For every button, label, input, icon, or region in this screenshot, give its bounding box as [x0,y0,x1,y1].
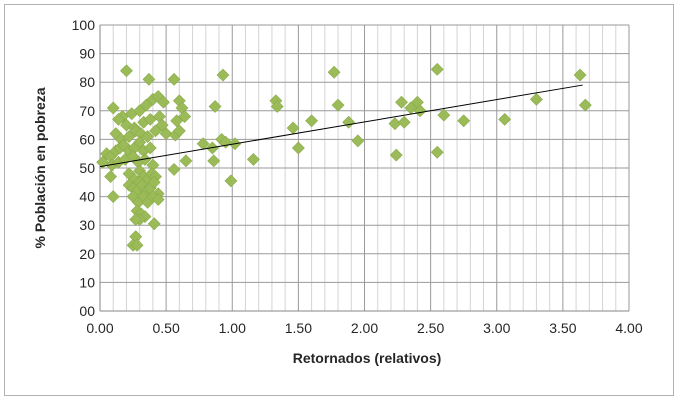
data-point [207,154,221,168]
data-point [159,127,173,141]
data-point [208,100,222,113]
y-tick-label: 70 [79,103,95,119]
data-point [397,115,411,129]
data-point [149,124,162,138]
data-point [147,217,161,231]
data-point [151,193,165,206]
x-tick-label: 3.50 [549,320,576,336]
data-point [157,95,170,109]
data-point [120,118,133,132]
data-point [196,137,210,151]
data-point [130,238,144,252]
data-point [246,152,260,166]
data-point [327,65,341,79]
data-point [395,95,408,109]
data-point [142,72,156,86]
data-point [167,163,181,176]
data-point [143,141,157,155]
data-point [305,114,319,128]
data-point [224,174,238,188]
data-point [578,98,592,112]
y-tick-label: 30 [79,217,95,233]
data-point [104,170,118,184]
data-point [155,118,169,132]
y-tick-label: 40 [79,189,95,205]
trendline-group [99,84,583,168]
data-point [120,64,133,78]
data-point [179,154,193,168]
trendline [99,84,583,168]
x-tick-label: 2.50 [417,320,444,336]
data-point [342,115,356,129]
data-point [178,110,192,123]
data-point [286,121,300,135]
data-point [573,68,587,82]
y-tick-label: 10 [79,274,95,290]
data-point [112,112,125,126]
y-tick-labels: 00 10 20 30 40 50 60 70 80 90 100 [72,17,96,319]
data-point [389,148,403,162]
data-point [141,130,155,143]
data-point [437,108,451,122]
data-point [413,104,427,118]
y-tick-label: 60 [79,131,95,147]
x-tick-label: 1.50 [285,320,312,336]
y-tick-label: 50 [79,160,95,176]
x-tick-label: 0.50 [153,320,180,336]
data-point [106,190,120,204]
data-point [331,98,345,112]
data-point [530,92,543,106]
data-point [457,114,471,128]
x-tick-label: 0.00 [86,320,113,336]
data-point [430,62,444,76]
x-axis-title: Retornados (relativos) [293,350,442,366]
x-tick-label: 2.00 [351,320,378,336]
y-tick-label: 20 [79,246,95,262]
data-point [291,141,305,155]
y-tick-label: 90 [79,46,95,62]
data-point [270,100,284,113]
x-tick-label: 3.00 [483,320,510,336]
data-point [216,68,230,82]
data-point [172,124,186,138]
data-point [129,213,143,226]
grid-lines [99,24,630,312]
x-tick-label: 4.00 [615,320,642,336]
y-axis-title: % Población en pobreza [32,87,48,248]
x-tick-label: 1.00 [219,320,246,336]
y-tick-label: 80 [79,74,95,90]
data-point [498,112,512,126]
data-point [430,145,444,159]
y-tick-label: 100 [72,17,96,33]
data-point [106,101,120,115]
data-point [133,135,147,149]
data-point [147,175,161,189]
data-points [96,62,592,252]
axes [99,25,629,312]
data-point [351,134,365,148]
x-tick-labels: 0.00 0.50 1.00 1.50 2.00 2.50 3.00 3.50 4.00 [86,320,642,336]
data-point [167,72,181,86]
y-tick-label: 00 [79,303,95,319]
